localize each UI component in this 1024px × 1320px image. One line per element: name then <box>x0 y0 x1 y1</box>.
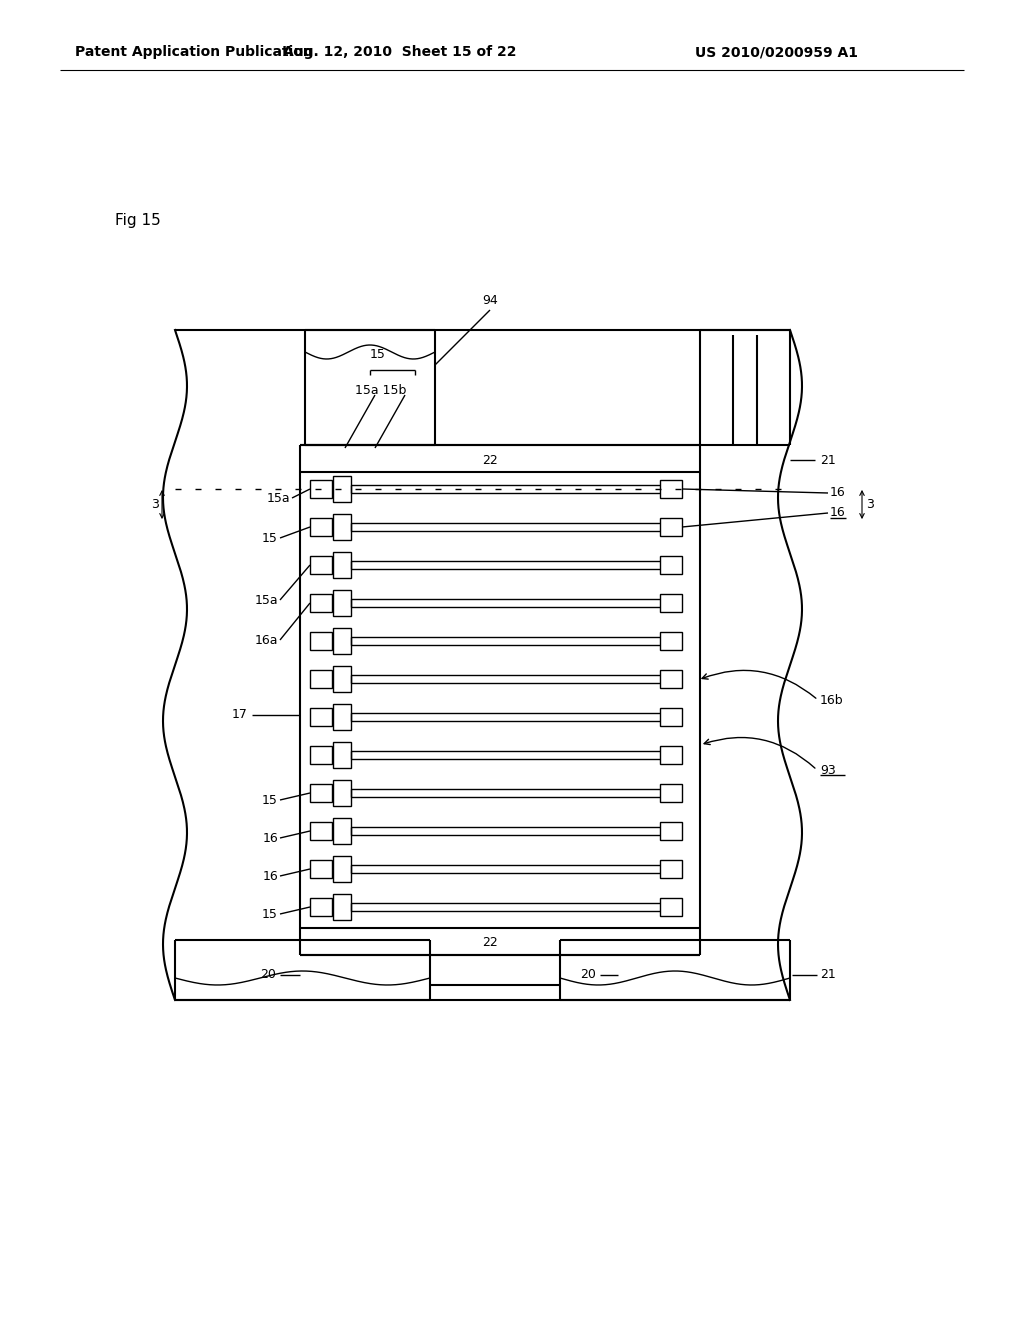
Text: Aug. 12, 2010  Sheet 15 of 22: Aug. 12, 2010 Sheet 15 of 22 <box>284 45 517 59</box>
Bar <box>660 594 682 612</box>
Bar <box>660 784 682 803</box>
Text: 16: 16 <box>830 507 846 520</box>
Text: 16a: 16a <box>255 634 278 647</box>
Text: 22: 22 <box>482 936 498 949</box>
Bar <box>310 708 332 726</box>
Bar <box>310 898 332 916</box>
Bar <box>310 861 332 878</box>
Text: 16b: 16b <box>820 693 844 706</box>
Bar <box>310 784 332 803</box>
Bar <box>333 894 351 920</box>
Bar <box>660 822 682 840</box>
Bar <box>333 513 351 540</box>
Bar <box>333 704 351 730</box>
Bar <box>333 552 351 578</box>
Text: 20: 20 <box>580 969 596 982</box>
Text: 3: 3 <box>866 498 873 511</box>
Bar <box>660 861 682 878</box>
Bar <box>660 746 682 764</box>
Bar <box>310 517 332 536</box>
Bar <box>333 477 351 502</box>
Bar <box>660 556 682 574</box>
Bar <box>333 855 351 882</box>
Bar <box>660 898 682 916</box>
Text: 16: 16 <box>262 832 278 845</box>
Text: 93: 93 <box>820 763 836 776</box>
Bar <box>660 480 682 498</box>
Text: 16: 16 <box>830 487 846 499</box>
Text: 22: 22 <box>482 454 498 466</box>
Bar <box>310 671 332 688</box>
Bar <box>310 822 332 840</box>
Text: 17: 17 <box>232 709 248 722</box>
Bar <box>333 628 351 653</box>
Bar <box>310 556 332 574</box>
Text: Fig 15: Fig 15 <box>115 213 161 227</box>
Text: 15: 15 <box>262 532 278 544</box>
Bar <box>310 594 332 612</box>
Bar <box>333 742 351 768</box>
Text: 15: 15 <box>262 793 278 807</box>
Text: US 2010/0200959 A1: US 2010/0200959 A1 <box>695 45 858 59</box>
Bar <box>333 780 351 807</box>
Bar <box>310 746 332 764</box>
Bar <box>660 517 682 536</box>
Text: 20: 20 <box>260 969 275 982</box>
Bar <box>310 632 332 649</box>
Bar <box>660 632 682 649</box>
Text: 94: 94 <box>482 293 498 306</box>
Bar <box>310 480 332 498</box>
Bar <box>660 708 682 726</box>
Bar <box>333 667 351 692</box>
Text: 16: 16 <box>262 870 278 883</box>
Bar <box>333 818 351 843</box>
Text: 15: 15 <box>370 348 386 362</box>
Bar <box>333 590 351 616</box>
Text: 3: 3 <box>152 498 159 511</box>
Bar <box>660 671 682 688</box>
Text: 15a: 15a <box>254 594 278 606</box>
Text: 15a 15b: 15a 15b <box>355 384 407 396</box>
Text: 15a: 15a <box>266 491 290 504</box>
Text: 21: 21 <box>820 454 836 466</box>
Text: 15: 15 <box>262 908 278 920</box>
Text: 21: 21 <box>820 969 836 982</box>
Text: Patent Application Publication: Patent Application Publication <box>75 45 312 59</box>
